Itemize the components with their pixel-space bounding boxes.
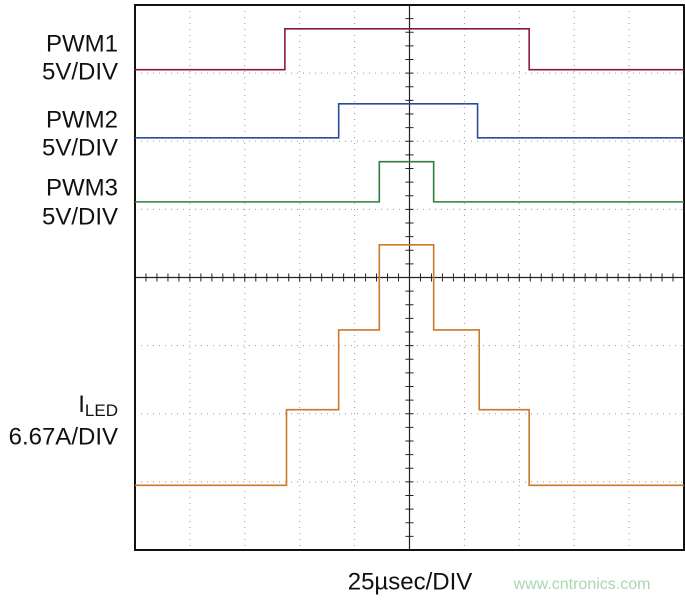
x-axis-label: 25µsec/DIV [348,568,473,595]
watermark: www.cntronics.com [513,576,651,593]
trace [135,102,684,139]
trace-scale: 5V/DIV [42,203,118,230]
trace-scale: 5V/DIV [42,134,118,161]
trace-name: ILED [78,391,118,420]
plot-frame [134,4,685,551]
trace-scale: 5V/DIV [42,58,118,85]
trace [135,28,684,71]
trace-name-sub: LED [85,401,118,420]
trace-name: PWM1 [46,30,118,57]
trace-name-main: I [78,391,85,418]
trace-scale: 6.67A/DIV [9,423,118,450]
trace-name: PWM2 [46,106,118,133]
trace [135,160,684,203]
trace-name: PWM3 [46,174,118,201]
trace [135,244,684,487]
